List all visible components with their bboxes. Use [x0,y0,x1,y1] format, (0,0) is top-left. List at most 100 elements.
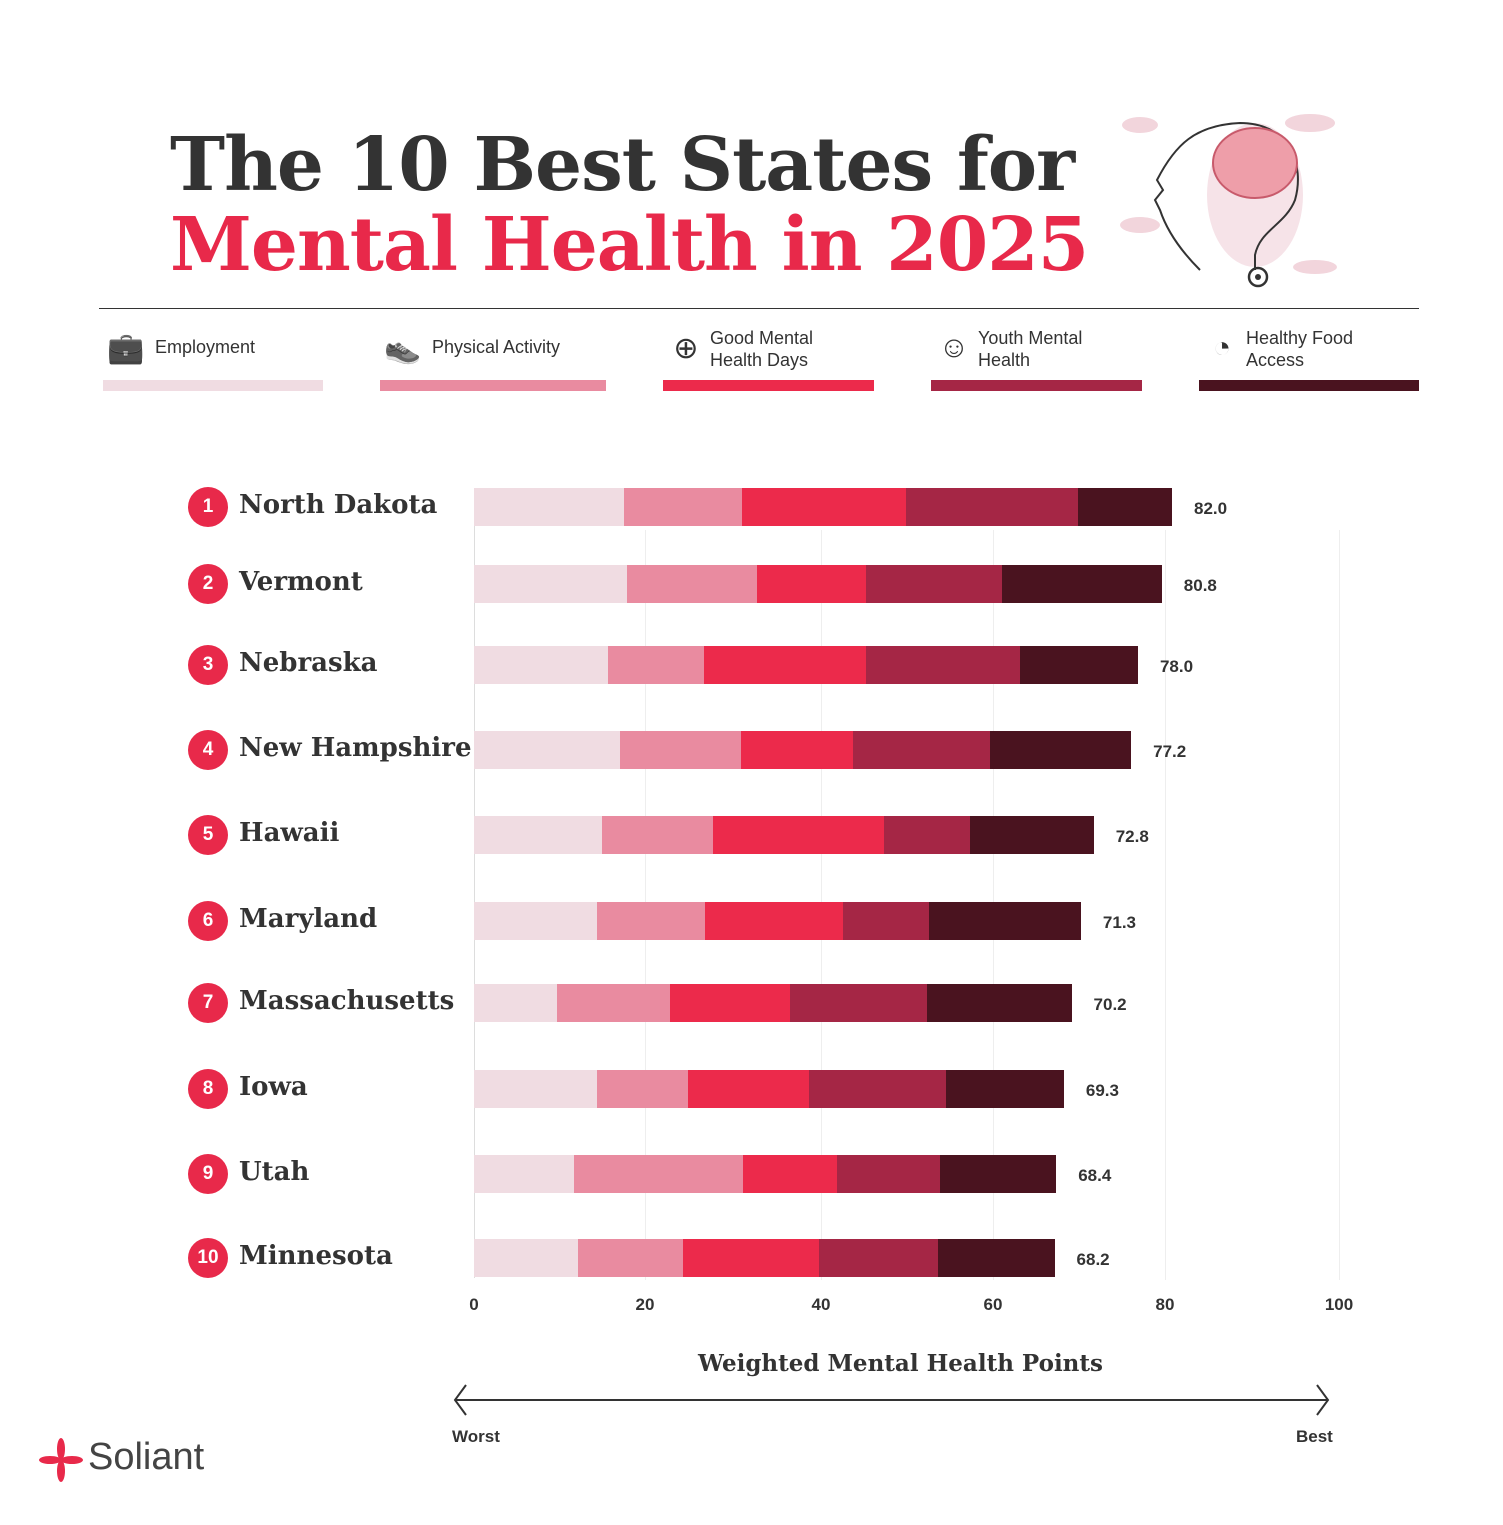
fruit-icon: ◔ [1212,331,1232,364]
bar-segment-healthy-food-access [1001,565,1162,603]
rank-badge: 9 [188,1154,228,1194]
bar-segment-healthy-food-access [945,1070,1064,1108]
state-label: Iowa [239,1072,308,1102]
legend-swatch [1199,380,1419,391]
legend-label: Healthy Food Access [1246,328,1354,370]
sneaker-icon: 👟 [384,331,422,365]
legend-label: Youth Mental Health [978,328,1083,370]
bar-segment-employment [474,1155,575,1193]
bar-segment-good-mental-health-days [703,646,867,684]
bar-segment-physical-activity [596,1070,688,1108]
legend-label: Physical Activity [432,337,561,357]
bar-segment-physical-activity [608,646,704,684]
soliant-logo-icon [39,1438,83,1482]
bar-segment-employment [474,902,598,940]
rank-badge: 3 [188,645,228,685]
legend-label: Good Mental Health Days [710,328,814,370]
bar-segment-good-mental-health-days [669,984,790,1022]
legend-swatch [931,380,1142,391]
bar-segment-youth-mental-health [808,1070,946,1108]
soliant-logo-text: Soliant [88,1436,205,1478]
state-label: Hawaii [239,818,340,848]
best-label: Best [1296,1427,1333,1446]
total-label: 82.0 [1194,499,1228,518]
gridline [1165,530,1166,1280]
head-cross-icon: ⊕ [673,331,699,365]
bar-segment-physical-activity [619,731,742,769]
y-axis-line [474,488,475,1278]
bar-segment-healthy-food-access [939,1155,1057,1193]
bar-segment-good-mental-health-days [756,565,866,603]
rank-badge: 7 [188,983,228,1023]
x-tick-label: 100 [1324,1295,1354,1314]
bar-segment-youth-mental-health [866,646,1020,684]
briefcase-icon: 💼 [107,331,145,365]
bar-segment-youth-mental-health [884,816,971,854]
bar-segment-youth-mental-health [789,984,927,1022]
youth-icon: ☺ [938,331,970,364]
worst-label: Worst [452,1427,500,1446]
state-label: Nebraska [239,648,378,678]
x-tick-label: 40 [811,1295,831,1314]
x-tick-label: 20 [635,1295,655,1314]
state-label: Maryland [239,904,378,934]
bar-segment-physical-activity [556,984,670,1022]
bar-segment-physical-activity [597,902,705,940]
total-label: 77.2 [1153,742,1187,761]
total-label: 68.2 [1076,1250,1110,1269]
legend-swatch [103,380,323,391]
bar-segment-good-mental-health-days [742,1155,838,1193]
bar-segment-youth-mental-health [865,565,1002,603]
legend-label: Employment [155,337,256,357]
bar-segment-physical-activity [601,816,714,854]
total-label: 80.8 [1183,576,1217,595]
bar-segment-good-mental-health-days [742,488,906,526]
bar-segment-employment [474,731,620,769]
bar-segment-good-mental-health-days [741,731,853,769]
bar-segment-youth-mental-health [842,902,929,940]
bar-segment-good-mental-health-days [704,902,843,940]
x-axis-label: Weighted Mental Health Points [698,1350,1103,1377]
legend-swatch [380,380,606,391]
x-tick-label: 60 [983,1295,1003,1314]
bar-segment-healthy-food-access [926,984,1072,1022]
state-label: Minnesota [239,1241,393,1271]
bar-segment-employment [474,1070,597,1108]
bar-segment-youth-mental-health [818,1239,938,1277]
bar-segment-employment [474,565,628,603]
total-label: 72.8 [1115,827,1149,846]
rank-badge: 5 [188,815,228,855]
total-label: 70.2 [1093,995,1127,1014]
x-tick-label: 80 [1155,1295,1175,1314]
bar-segment-healthy-food-access [1078,488,1172,526]
bar-segment-good-mental-health-days [687,1070,809,1108]
bar-segment-employment [474,646,609,684]
bar-segment-physical-activity [627,565,757,603]
state-label: North Dakota [239,490,438,520]
bar-segment-healthy-food-access [937,1239,1055,1277]
bar-segment-healthy-food-access [989,731,1132,769]
title-line-1: The 10 Best States for [170,122,1075,208]
rank-badge: 2 [188,564,228,604]
state-label: Massachusetts [239,986,455,1016]
gridline [1339,530,1340,1280]
bar-segment-employment [474,984,557,1022]
x-tick-label: 0 [469,1295,479,1314]
state-label: New Hampshire [239,733,472,763]
bar-segment-youth-mental-health [852,731,990,769]
bar-segment-good-mental-health-days [683,1239,819,1277]
bar-segment-healthy-food-access [1019,646,1138,684]
bar-segment-employment [474,816,602,854]
worst-best-arrow [453,1384,1330,1416]
title-line-2: Mental Health in 2025 [170,202,1089,288]
bar-segment-youth-mental-health [837,1155,940,1193]
total-label: 68.4 [1078,1166,1112,1185]
rank-badge: 10 [188,1238,228,1278]
legend-swatch [663,380,874,391]
bar-segment-physical-activity [623,488,743,526]
rank-badge: 8 [188,1069,228,1109]
bar-segment-healthy-food-access [970,816,1094,854]
rank-badge: 6 [188,901,228,941]
bar-segment-employment [474,488,624,526]
rank-badge: 4 [188,730,228,770]
